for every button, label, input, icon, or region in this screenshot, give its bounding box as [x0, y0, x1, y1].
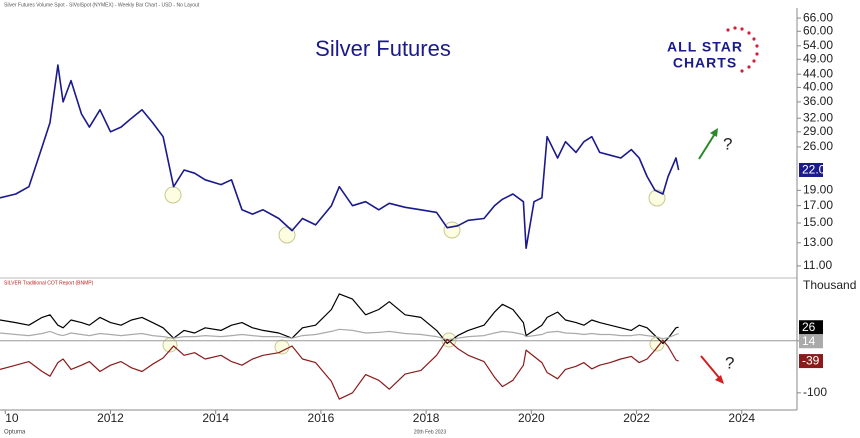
y-tick-label: 26.00: [803, 139, 833, 153]
x-tick-label: 2012: [97, 411, 124, 425]
x-tick-label: 2022: [623, 411, 650, 425]
annotation: ?: [725, 353, 734, 372]
y-tick-label: 54.00: [803, 38, 833, 52]
y-tick-label: 11.00: [803, 258, 832, 272]
last-value-box: [799, 354, 823, 369]
last-value-label: -39: [802, 354, 820, 368]
brand: Optuma: [4, 430, 26, 436]
x-tick-label: 2024: [728, 411, 755, 425]
series-line: [0, 293, 679, 344]
chart-title: Silver Futures: [315, 36, 451, 61]
y-tick-label: 36.00: [803, 94, 833, 108]
y-tick-label: 66.00: [803, 10, 833, 24]
y-tick-label: 32.00: [803, 110, 833, 124]
series-line: [0, 328, 679, 341]
series-line: [0, 338, 679, 400]
last-value-box: [799, 162, 823, 177]
x-tick-label: 2020: [518, 411, 545, 425]
x-tick-label: 2018: [413, 411, 440, 425]
y-tick-label: 15.00: [803, 215, 833, 229]
x-tick-label: 2016: [308, 411, 335, 425]
last-value-label: 26: [802, 320, 816, 334]
last-value-label: 14: [802, 334, 816, 348]
y-tick-label: 49.00: [803, 51, 833, 65]
logo-line: ALL STAR: [667, 39, 743, 55]
y-tick-label: 17.00: [803, 198, 833, 212]
y-tick-label: 44.00: [803, 66, 833, 80]
date-stamp: 20th Feb 2023: [414, 429, 446, 435]
y-axis-label: Thousand: [803, 278, 856, 292]
panel-title: SILVER Traditional COT Report (BNMP): [4, 280, 94, 286]
y-tick-label: 40.00: [803, 80, 833, 94]
logo-line: CHARTS: [673, 55, 737, 71]
arrows: [698, 128, 724, 384]
x-tick-label: 10: [5, 411, 19, 425]
header: Silver Futures Volume Spot - SIVolSpot (…: [4, 2, 200, 8]
y-tick-label: 19.00: [803, 182, 833, 196]
logo-stars: [726, 26, 759, 73]
annotation: ?: [723, 134, 732, 153]
last-value-box: [799, 320, 823, 335]
series-line: [0, 64, 680, 249]
x-tick-label: 2014: [202, 411, 229, 425]
y-tick-label: 29.00: [803, 124, 833, 138]
last-value-box: [799, 334, 823, 349]
last-value-label: 22.01: [802, 163, 832, 177]
y-tick-label: 60.00: [803, 23, 833, 37]
y-tick-label: 13.00: [803, 235, 833, 249]
y-tick-label: -100: [803, 385, 827, 399]
